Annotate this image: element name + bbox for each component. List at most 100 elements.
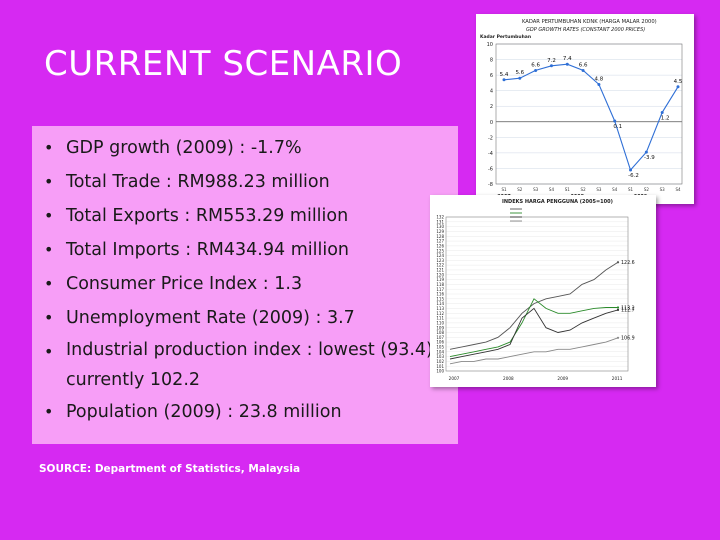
- y-tick-label: 120: [436, 272, 444, 277]
- chart-title: INDEKS HARGA PENGGUNA (2005=100): [502, 199, 613, 205]
- data-point: [660, 110, 664, 114]
- data-label: -6.2: [628, 173, 639, 179]
- end-label: 106.9: [621, 336, 635, 342]
- y-tick-label: 108: [436, 330, 444, 335]
- cpi-series-line: [449, 337, 619, 365]
- y-tick-label: 112: [436, 311, 444, 316]
- y-tick-label: 103: [436, 354, 444, 359]
- y-tick-label: 4: [490, 89, 493, 95]
- x-tick-label: S1: [628, 187, 634, 192]
- y-tick-label: 121: [436, 268, 444, 273]
- x-tick-label: S4: [612, 187, 618, 192]
- data-point: [502, 78, 506, 82]
- end-point: [616, 308, 620, 311]
- cpi-chart: INDEKS HARGA PENGGUNA (2005=100) 132 131 13…: [430, 195, 656, 387]
- bullet-item: • Unemployment Rate (2009) : 3.7: [32, 301, 458, 335]
- x-tick-label: S3: [596, 187, 602, 192]
- x-tick-label: S2: [581, 187, 587, 192]
- gdp-series-line: [503, 63, 679, 172]
- y-tick-label: 109: [436, 325, 444, 330]
- bullet-text: Population (2009) : 23.8 million: [66, 402, 342, 422]
- data-point: [629, 168, 633, 172]
- x-tick-label: S3: [533, 187, 539, 192]
- end-label: 122.6: [621, 260, 635, 266]
- data-label: 6.6: [531, 62, 540, 68]
- cpi-series-line: [449, 298, 618, 358]
- y-tick-label: 129: [436, 229, 444, 234]
- data-point: [613, 119, 617, 123]
- x-tick-label: S1: [565, 187, 571, 192]
- x-tick-label: S2: [517, 187, 523, 192]
- cpi-series-line: [449, 261, 619, 350]
- end-point: [616, 261, 620, 264]
- end-point: [616, 336, 620, 339]
- y-tick-label: 0: [490, 120, 493, 126]
- bullet-item: • GDP growth (2009) : -1.7%: [32, 131, 458, 165]
- year-label: 2011: [612, 376, 623, 381]
- x-tick-label: S4: [675, 187, 681, 192]
- y-tick-label: 2: [490, 104, 493, 110]
- end-label: 113.2: [621, 305, 635, 311]
- plot-frame: [445, 216, 629, 372]
- bullet-dot-icon: •: [44, 342, 54, 361]
- y-tick-label: 111: [436, 316, 444, 321]
- y-tick-label: 6: [490, 73, 493, 79]
- end-point: [616, 306, 620, 309]
- bullet-text: Total Imports : RM434.94 million: [66, 240, 349, 260]
- y-tick-label: 126: [436, 243, 444, 248]
- bullet-dot-icon: •: [44, 138, 54, 157]
- y-tick-label: 102: [436, 359, 444, 364]
- y-tick-label: 110: [436, 320, 444, 325]
- y-tick-label: 104: [436, 349, 444, 354]
- data-point: [549, 64, 553, 68]
- cpi-chart-svg: INDEKS HARGA PENGGUNA (2005=100) 13213113…: [436, 199, 635, 381]
- y-tick-label: 122: [436, 263, 444, 268]
- data-point: [644, 150, 648, 154]
- bullet-item: • Industrial production index : lowest (9…: [32, 335, 458, 395]
- y-tick-label: 119: [436, 277, 444, 282]
- y-tick-label: 10: [487, 42, 493, 48]
- source-note: SOURCE: Department of Statistics, Malays…: [39, 463, 301, 475]
- data-label: 7.2: [547, 58, 556, 64]
- y-tick-label: 128: [436, 234, 444, 239]
- data-label: 6.6: [579, 62, 588, 68]
- cpi-series-line: [449, 307, 619, 360]
- y-tick-label: 114: [436, 301, 444, 306]
- y-tick-label: 117: [436, 287, 444, 292]
- y-tick-label: 118: [436, 282, 444, 287]
- gdp-growth-chart: KADAR PERTUMBUHAN KDNK (HARGA MALAR 2000…: [476, 14, 694, 204]
- y-tick-label: 113: [436, 306, 444, 311]
- gdp-growth-chart-svg: KADAR PERTUMBUHAN KDNK (HARGA MALAR 2000…: [480, 19, 683, 200]
- data-point: [676, 85, 680, 89]
- y-tick-label: 125: [436, 248, 444, 253]
- y-tick-label: 107: [436, 335, 444, 340]
- data-label: -3.9: [644, 155, 655, 161]
- bullet-text: Industrial production index : lowest (93…: [66, 340, 439, 390]
- year-label: 2007: [449, 376, 460, 381]
- y-tick-label: -8: [488, 182, 493, 188]
- x-tick-label: S2: [644, 187, 650, 192]
- bullet-dot-icon: •: [44, 206, 54, 225]
- bullet-text: Consumer Price Index : 1.3: [66, 274, 303, 294]
- bullet-item: • Total Imports : RM434.94 million: [32, 233, 458, 267]
- bullet-item: • Population (2009) : 23.8 million: [32, 395, 458, 429]
- y-tick-label: -4: [488, 151, 493, 157]
- y-tick-label: 106: [436, 340, 444, 345]
- data-label: 5.4: [500, 72, 509, 78]
- y-axis-label: Kadar Pertumbuhan: [480, 34, 531, 40]
- bullet-text: GDP growth (2009) : -1.7%: [66, 138, 302, 158]
- y-tick-label: -6: [488, 166, 493, 172]
- data-label: 4.5: [674, 79, 683, 85]
- y-tick-label: -2: [488, 135, 493, 141]
- data-point: [534, 68, 538, 72]
- y-tick-label: 116: [436, 292, 444, 297]
- x-tick-label: S4: [549, 187, 555, 192]
- data-label: 7.4: [563, 56, 572, 62]
- bullet-dot-icon: •: [44, 172, 54, 191]
- data-label: 0.1: [613, 124, 622, 130]
- data-label: 4.8: [595, 76, 604, 82]
- data-point: [581, 68, 585, 72]
- y-tick-label: 130: [436, 224, 444, 229]
- data-point: [565, 62, 569, 66]
- year-label: 2009: [557, 376, 568, 381]
